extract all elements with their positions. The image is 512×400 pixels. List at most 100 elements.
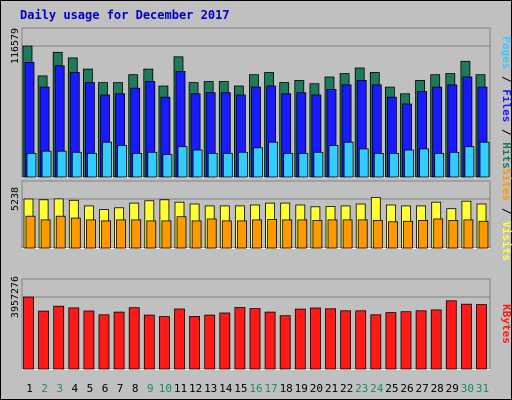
bar-pages-day-10 <box>162 154 173 178</box>
bar-kbytes-day-2 <box>38 310 49 370</box>
bar-pages-day-28 <box>434 152 445 178</box>
x-tick-label-day-26: 26 <box>400 382 413 395</box>
bar-pages-day-6 <box>102 141 112 178</box>
bar-sites-day-21 <box>327 219 338 249</box>
bar-kbytes-day-20 <box>309 307 321 370</box>
x-tick-label-day-17: 17 <box>264 382 277 395</box>
bar-pages-day-24 <box>373 152 384 178</box>
x-tick-label-day-7: 7 <box>117 382 124 395</box>
legend-visitors: Sites / Visits <box>500 168 512 261</box>
legend-entry: KBytes <box>500 304 512 344</box>
bar-sites-day-4 <box>70 217 81 249</box>
bar-pages-day-16 <box>253 147 263 178</box>
legend-entry: / <box>500 122 512 142</box>
panel-kbytes: 3957276 KBytes <box>10 276 512 370</box>
bar-pages-day-29 <box>449 151 460 178</box>
bar-sites-day-11 <box>176 216 187 249</box>
bar-kbytes-day-9 <box>143 314 155 370</box>
bar-kbytes-day-24 <box>370 314 382 370</box>
bar-sites-day-16 <box>252 219 262 249</box>
bar-sites-day-2 <box>40 219 51 249</box>
series-files <box>24 62 488 178</box>
bar-sites-day-1 <box>25 215 36 249</box>
bar-kbytes-day-1 <box>23 296 34 370</box>
x-tick-label-day-20: 20 <box>310 382 323 395</box>
bar-kbytes-day-27 <box>415 310 427 370</box>
bar-pages-day-23 <box>358 148 369 178</box>
x-tick-label-day-29: 29 <box>446 382 459 395</box>
x-tick-label-day-1: 1 <box>26 382 33 395</box>
bar-sites-day-8 <box>131 219 142 249</box>
bar-sites-day-30 <box>463 219 474 249</box>
bar-kbytes-day-4 <box>68 307 80 370</box>
bar-sites-day-10 <box>161 220 172 249</box>
bar-sites-day-6 <box>101 220 111 249</box>
y-max-label: 3957276 <box>10 276 21 318</box>
x-tick-label-day-11: 11 <box>174 382 187 395</box>
bar-sites-day-25 <box>387 221 398 249</box>
x-tick-label-day-12: 12 <box>189 382 202 395</box>
bar-sites-day-29 <box>448 219 459 249</box>
bar-sites-day-24 <box>372 219 383 249</box>
bar-pages-day-30 <box>464 146 475 178</box>
chart-panels: 116579 Pages / Files / Hits 5238 Sites / Vi… <box>10 27 512 370</box>
bar-sites-day-18 <box>282 219 293 249</box>
bar-kbytes-day-17 <box>264 311 276 370</box>
bar-pages-day-3 <box>56 150 67 178</box>
x-tick-label-day-3: 3 <box>56 382 63 395</box>
bar-pages-day-19 <box>298 152 309 178</box>
legend-entry: Files <box>500 89 512 122</box>
bar-kbytes-day-18 <box>279 315 291 370</box>
bar-kbytes-day-22 <box>340 310 352 370</box>
x-tick-label-day-25: 25 <box>385 382 398 395</box>
legend-entry: Hits <box>500 142 512 169</box>
x-tick-label-day-30: 30 <box>461 382 474 395</box>
legend-entry: / <box>500 69 512 89</box>
bar-kbytes-day-14 <box>219 312 231 370</box>
x-tick-label-day-19: 19 <box>295 382 308 395</box>
bar-pages-day-2 <box>41 150 52 178</box>
bar-sites-day-7 <box>116 219 126 249</box>
series-pages <box>26 141 490 178</box>
bar-pages-day-12 <box>192 149 203 178</box>
x-axis-day-labels: 1 2 3 4 5 6 7 8 9 10 11 12 13 14 15 16 17 18 19 20 21 22 23 24 2… <box>26 382 489 395</box>
bar-sites-day-5 <box>86 219 96 249</box>
bar-pages-day-20 <box>313 151 324 178</box>
bar-sites-day-26 <box>403 220 413 249</box>
bar-sites-day-17 <box>267 219 278 249</box>
bar-kbytes-day-29 <box>445 300 457 370</box>
legend-kbytes: KBytes <box>500 304 512 344</box>
x-tick-label-day-8: 8 <box>132 382 139 395</box>
bar-sites-day-27 <box>418 219 429 249</box>
bar-sites-day-22 <box>342 219 353 249</box>
bar-sites-day-31 <box>478 220 489 249</box>
bar-pages-day-22 <box>343 141 354 178</box>
x-tick-label-day-28: 28 <box>431 382 444 395</box>
bar-pages-day-8 <box>132 152 143 178</box>
bar-pages-day-5 <box>87 152 97 178</box>
bar-kbytes-day-31 <box>476 304 487 370</box>
x-tick-label-day-4: 4 <box>71 382 78 395</box>
bar-sites-day-23 <box>357 219 368 249</box>
x-tick-label-day-10: 10 <box>159 382 172 395</box>
bar-kbytes-day-19 <box>294 308 306 370</box>
bar-kbytes-day-6 <box>98 314 110 370</box>
x-tick-label-day-24: 24 <box>370 382 384 395</box>
x-tick-label-day-31: 31 <box>476 382 489 395</box>
bar-pages-day-7 <box>117 145 127 178</box>
bar-sites-day-13 <box>206 218 217 249</box>
bar-pages-day-26 <box>404 149 414 178</box>
bar-pages-day-14 <box>222 152 233 178</box>
bar-sites-day-9 <box>146 220 157 249</box>
bar-kbytes-day-28 <box>430 309 442 370</box>
bar-kbytes-day-12 <box>189 315 201 370</box>
bar-pages-day-4 <box>71 151 82 178</box>
panel-requests: 116579 Pages / Files / Hits <box>10 27 512 178</box>
bar-kbytes-day-7 <box>113 311 125 370</box>
x-tick-label-day-14: 14 <box>219 382 233 395</box>
bar-kbytes-day-10 <box>158 316 170 370</box>
x-tick-label-day-15: 15 <box>234 382 247 395</box>
bar-kbytes-day-23 <box>355 310 367 370</box>
x-tick-label-day-2: 2 <box>41 382 48 395</box>
